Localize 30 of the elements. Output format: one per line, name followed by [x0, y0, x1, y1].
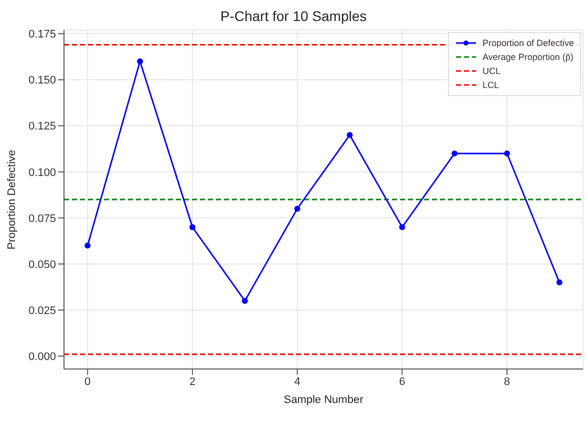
point [294, 206, 300, 212]
y-tick-label: 0.050 [28, 258, 56, 271]
y-tick-label: 0.075 [28, 212, 56, 225]
y-tick-label: 0.175 [28, 28, 56, 41]
point [84, 242, 91, 249]
point [399, 224, 406, 230]
point [137, 58, 144, 64]
point [504, 150, 510, 156]
x-tick-label: 0 [84, 376, 91, 388]
point [452, 150, 458, 156]
legend-label: LCL [482, 79, 499, 92]
y-tick-label: 0.150 [28, 74, 56, 87]
y-tick-label: 0.100 [28, 166, 56, 179]
x-axis-title: Sample Number [284, 394, 364, 406]
y-tick-label: 0.025 [28, 304, 56, 317]
point [242, 298, 248, 304]
legend-label: Proportion of Defective [482, 37, 574, 50]
y-tick-label: 0.000 [28, 351, 56, 364]
x-tick-label: 6 [399, 376, 406, 388]
x-tick-label: 2 [189, 376, 196, 388]
y-axis-title: Proportion Defective [6, 150, 18, 250]
chart-title: P-Chart for 10 Samples [219, 8, 368, 24]
legend-label: Average Proportion (p̂) [482, 51, 574, 64]
x-tick-label: 8 [504, 376, 510, 388]
legend-label: UCL [482, 65, 500, 78]
point [556, 279, 562, 286]
y-tick-label: 0.125 [28, 120, 56, 133]
point [189, 224, 196, 230]
point [346, 132, 353, 138]
x-tick-label: 4 [294, 376, 300, 388]
